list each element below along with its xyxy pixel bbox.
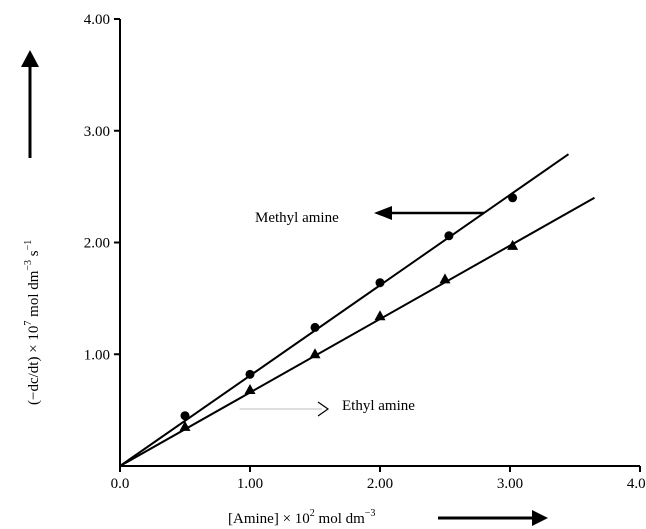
ethyl-amine-arrowhead-icon [317, 401, 330, 417]
y-tick-label: 1.00 [84, 347, 110, 363]
y-axis-label: (−dc/dt) × 107 mol dm−3 s−1 [23, 240, 42, 405]
data-point-triangle [179, 420, 191, 431]
data-point-circle [375, 278, 385, 288]
data-point-circle [310, 322, 320, 332]
methyl-amine-arrowhead-icon [374, 205, 392, 220]
y-tick-label: 2.00 [84, 236, 110, 252]
y-tick-label: 3.00 [84, 124, 110, 140]
x-tick-label: 4.00 [627, 476, 646, 492]
fit-lines [119, 153, 595, 467]
ethyl-amine-label: Ethyl amine [342, 398, 415, 414]
x-tick-label: 1.00 [237, 476, 263, 492]
ticks: 0.0 1.00 2.00 3.00 4.00 1.00 2.00 3.00 4.00 [84, 12, 646, 492]
data-point-triangle [507, 239, 519, 250]
data-point-circle [444, 231, 454, 241]
methyl-amine-label: Methyl amine [255, 210, 339, 226]
data-point-triangle [439, 273, 451, 284]
data-point-triangle [244, 384, 256, 395]
x-tick-label: 2.00 [367, 476, 393, 492]
x-tick-label: 0.0 [111, 476, 130, 492]
y-tick-label: 4.00 [84, 12, 110, 28]
x-tick-label: 3.00 [497, 476, 523, 492]
data-point-circle [180, 411, 190, 421]
x-axis-label: [Amine] × 102 mol dm−3 [228, 508, 375, 527]
data-point-circle [508, 193, 518, 203]
x-direction-arrow-icon [438, 510, 548, 526]
fit-line-methyl [119, 153, 570, 467]
data-point-triangle [309, 348, 321, 359]
fit-line-ethyl [119, 196, 595, 467]
data-point-circle [245, 369, 255, 379]
data-points [179, 193, 519, 431]
y-direction-arrow-icon [21, 50, 39, 158]
data-point-triangle [374, 310, 386, 321]
annotations: Methyl amine Ethyl amine [239, 205, 484, 417]
